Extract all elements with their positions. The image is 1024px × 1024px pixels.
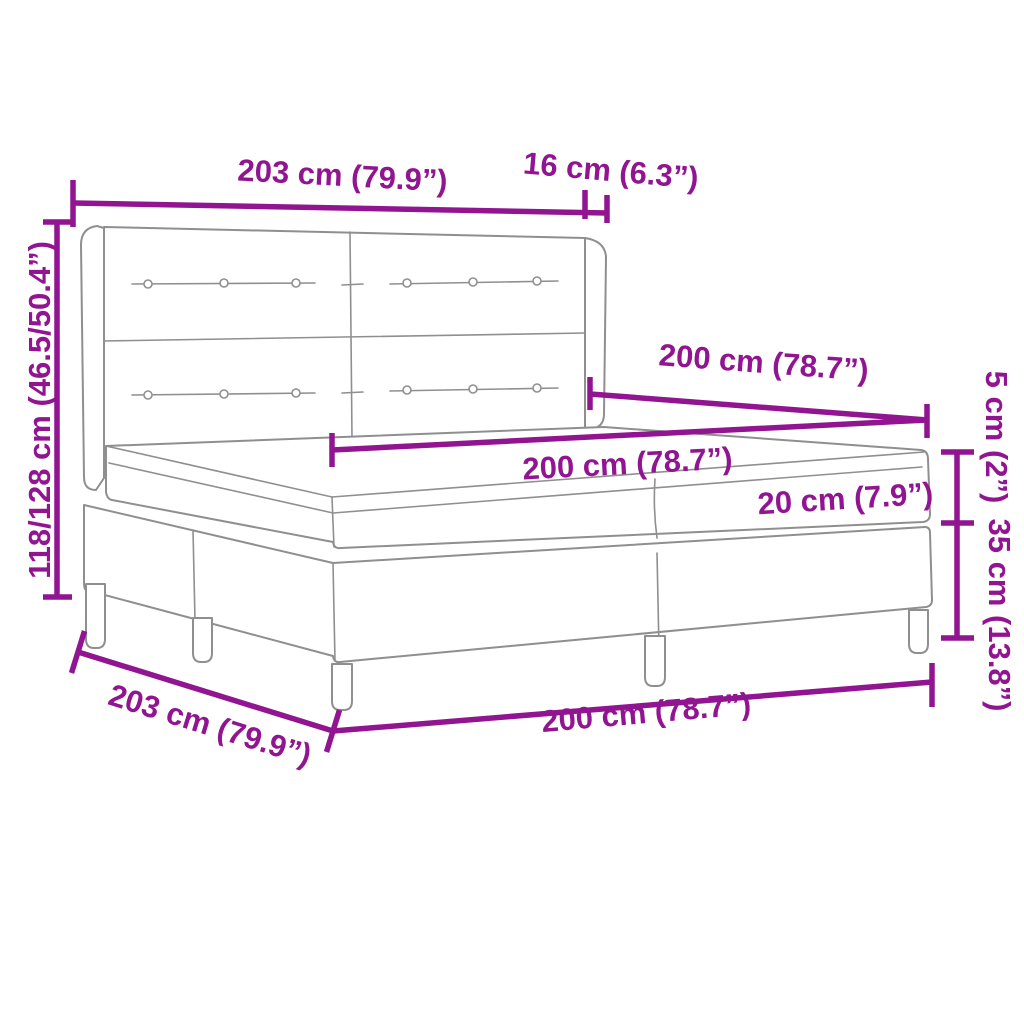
- dim-right-heights: 5 cm (2”) 35 cm (13.8”): [941, 371, 1017, 712]
- headboard-button: [468, 277, 478, 287]
- dim-top-width: 203 cm (79.9”) 16 cm (6.3”): [70, 145, 700, 227]
- bed-leg: [644, 635, 666, 687]
- headboard-button: [402, 278, 412, 288]
- headboard-button: [219, 278, 229, 288]
- dim-bed-length-top: 200 cm (78.7”): [587, 337, 930, 438]
- headboard-button: [291, 278, 301, 288]
- base-halves-seam-side: [192, 529, 196, 621]
- headboard-button: [291, 388, 301, 398]
- headboard-center-seam: [349, 231, 353, 439]
- dim-overall-height: 118/128 cm (46.5/50.4”): [22, 219, 72, 600]
- mattress-piping-line: [108, 462, 923, 514]
- legs: [85, 583, 929, 711]
- base-front-left-corner: [332, 562, 336, 662]
- dim-label-topper-height: 5 cm (2”): [979, 371, 1014, 504]
- dimension-line: [72, 200, 608, 216]
- headboard-button: [402, 385, 412, 395]
- dim-label-headboard-side: 16 cm (6.3”): [522, 145, 700, 195]
- dimension-line: [331, 417, 928, 453]
- bed-leg: [331, 663, 353, 711]
- mattress-halves-seam: [653, 478, 658, 539]
- bed-leg: [85, 583, 106, 649]
- headboard-button: [532, 383, 542, 393]
- headboard-button-row-top: [131, 276, 559, 289]
- dim-label-overall-height: 118/128 cm (46.5/50.4”): [22, 241, 57, 579]
- headboard-left-wing: [80, 225, 105, 491]
- mattress: [105, 426, 931, 550]
- dim-label-top-width: 203 cm (79.9”): [237, 153, 449, 199]
- headboard-button: [468, 384, 478, 394]
- mattress-front-left-corner: [331, 496, 335, 548]
- dim-label-base-height: 35 cm (13.8”): [982, 519, 1017, 712]
- bed-illustration: [80, 225, 933, 711]
- headboard-horizontal-seam: [103, 332, 586, 342]
- dimension-line: [77, 649, 334, 734]
- bed-leg: [908, 609, 929, 654]
- dim-label-base-bottom: 200 cm (78.7”): [540, 686, 752, 739]
- bed-leg: [192, 617, 213, 663]
- dimension-line: [589, 391, 928, 423]
- dim-label-bed-length-top: 200 cm (78.7”): [658, 337, 870, 388]
- headboard-button: [143, 279, 153, 289]
- headboard-button-row-bottom: [131, 383, 559, 400]
- tick: [68, 630, 88, 674]
- headboard: [80, 225, 607, 491]
- headboard-button: [219, 389, 229, 399]
- dim-base-bottom: 200 cm (78.7”): [332, 663, 935, 739]
- base-halves-seam-front: [656, 552, 660, 650]
- dimension-line: [332, 679, 933, 734]
- mattress-outline: [105, 426, 931, 550]
- headboard-button: [143, 390, 153, 400]
- headboard-button: [532, 276, 542, 286]
